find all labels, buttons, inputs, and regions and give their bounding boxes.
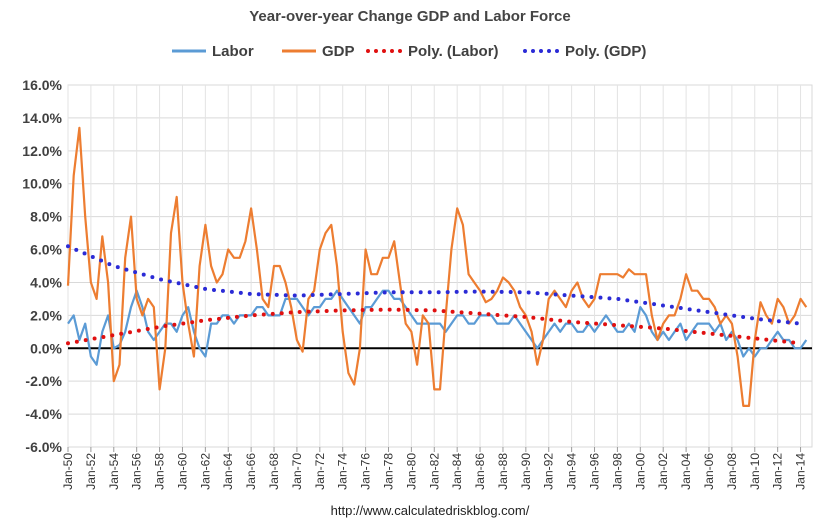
y-tick-label: 0.0% xyxy=(30,340,62,356)
x-tick-label: Jan-10 xyxy=(748,453,762,490)
x-tick-label: Jan-66 xyxy=(244,453,258,490)
x-tick-label: Jan-70 xyxy=(290,453,304,490)
x-tick-label: Jan-84 xyxy=(450,453,464,490)
x-tick-label: Jan-50 xyxy=(61,453,75,490)
x-tick-label: Jan-52 xyxy=(84,453,98,490)
x-tick-label: Jan-60 xyxy=(175,453,189,490)
chart-title: Year-over-year Change GDP and Labor Forc… xyxy=(249,8,571,25)
x-tick-label: Jan-12 xyxy=(771,453,785,490)
y-tick-label: 14.0% xyxy=(22,110,62,126)
x-tick-label: Jan-78 xyxy=(381,453,395,490)
legend-label: Labor xyxy=(212,43,254,60)
series-line xyxy=(66,307,803,346)
y-tick-label: -2.0% xyxy=(25,373,62,389)
x-tick-label: Jan-82 xyxy=(427,453,441,490)
x-tick-label: Jan-02 xyxy=(656,453,670,490)
x-tick-label: Jan-58 xyxy=(153,453,167,490)
y-tick-label: 16.0% xyxy=(22,77,62,93)
x-tick-label: Jan-96 xyxy=(588,453,602,490)
series-line xyxy=(67,289,808,366)
y-tick-label: 10.0% xyxy=(22,176,62,192)
x-tick-label: Jan-94 xyxy=(565,453,579,490)
plot-area xyxy=(67,84,813,448)
y-tick-label: 8.0% xyxy=(30,209,62,225)
x-tick-label: Jan-86 xyxy=(473,453,487,490)
y-tick-label: -4.0% xyxy=(25,406,62,422)
legend-label: GDP xyxy=(322,43,355,60)
source: http://www.calculatedriskblog.com/ xyxy=(331,503,530,518)
y-tick-label: -6.0% xyxy=(25,439,62,455)
x-tick-label: Jan-08 xyxy=(725,453,739,490)
x-tick-label: Jan-56 xyxy=(130,453,144,490)
legend-label: Poly. (Labor) xyxy=(408,43,499,60)
y-tick-label: 4.0% xyxy=(30,274,62,290)
x-tick-label: Jan-92 xyxy=(542,453,556,490)
x-tick-label: Jan-72 xyxy=(313,453,327,490)
x-tick-label: Jan-98 xyxy=(610,453,624,490)
x-tick-label: Jan-64 xyxy=(221,453,235,490)
x-tick-label: Jan-54 xyxy=(107,453,121,490)
x-tick-label: Jan-80 xyxy=(404,453,418,490)
series-line xyxy=(66,126,808,407)
y-tick-label: 6.0% xyxy=(30,242,62,258)
legend-label: Poly. (GDP) xyxy=(565,43,646,60)
x-tick-label: Jan-88 xyxy=(496,453,510,490)
x-tick-label: Jan-90 xyxy=(519,453,533,490)
x-tick-label: Jan-04 xyxy=(679,453,693,490)
x-tick-label: Jan-76 xyxy=(359,453,373,490)
x-tick-label: Jan-68 xyxy=(267,453,281,490)
x-tick-label: Jan-14 xyxy=(794,453,808,490)
y-tick-label: 12.0% xyxy=(22,143,62,159)
x-tick-label: Jan-74 xyxy=(336,453,350,490)
x-tick-label: Jan-62 xyxy=(198,453,212,490)
x-tick-label: Jan-06 xyxy=(702,453,716,490)
y-tick-label: 2.0% xyxy=(30,307,62,323)
x-tick-label: Jan-00 xyxy=(633,453,647,490)
